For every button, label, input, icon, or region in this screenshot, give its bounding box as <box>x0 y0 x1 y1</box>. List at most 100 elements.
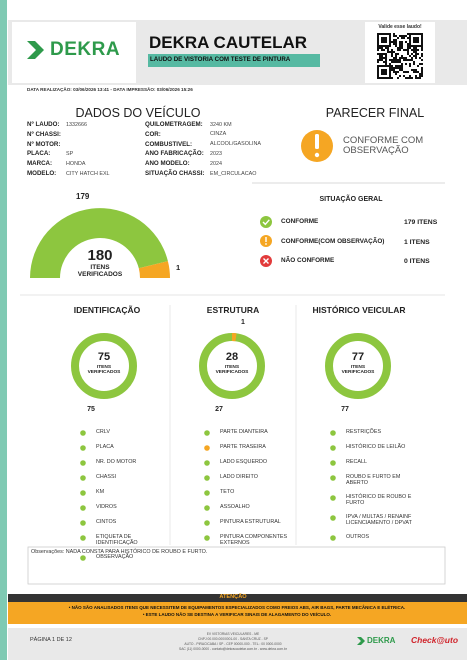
attention-title: ATENÇÃO <box>219 594 247 600</box>
donut-top: 1 <box>241 319 245 326</box>
field-label: Nº CHASSI: <box>27 130 61 138</box>
qr-module <box>421 49 423 51</box>
side-stripe <box>0 0 7 660</box>
qr-finder <box>413 37 419 43</box>
section-title: DADOS DO VEÍCULO <box>75 106 201 120</box>
address-line: EV VISTORIAS VEICULARES - ME <box>206 632 260 636</box>
donut-total: 77 <box>351 351 365 363</box>
warning-icon-bar <box>315 134 319 149</box>
status-dot <box>80 490 86 496</box>
qr-module <box>421 67 423 69</box>
qr-module <box>403 71 405 73</box>
qr-module <box>395 67 397 69</box>
verdict-text: CONFORME COM OBSERVAÇÃO <box>343 135 424 156</box>
summary-count: 0 ITENS <box>404 258 430 265</box>
qr-module <box>387 51 389 53</box>
qr-module <box>397 37 399 39</box>
summary-count: 179 ITENS <box>404 219 438 226</box>
field-value: EM_CIRCULACAO <box>210 170 257 177</box>
obs-dot <box>265 243 267 245</box>
qr-module <box>415 49 417 51</box>
donut <box>71 333 137 399</box>
donut-caption: ITENS VERIFICADOS <box>341 365 375 376</box>
qr-module <box>397 49 399 51</box>
qr-module <box>385 57 387 59</box>
qr-module <box>407 33 409 35</box>
qr-module <box>401 45 403 47</box>
qr-module <box>413 69 415 71</box>
item-label: LADO ESQUERDO <box>220 459 268 465</box>
qr-code <box>377 33 423 79</box>
qr-module <box>417 53 419 55</box>
logo-mark <box>27 41 44 59</box>
status-dot <box>204 535 210 541</box>
field-label: SITUAÇÃO CHASSI: <box>145 170 205 177</box>
qr-module <box>411 59 413 61</box>
qr-module <box>407 51 409 53</box>
donut-total: 75 <box>97 351 111 363</box>
status-dot <box>330 445 336 451</box>
gauge-ok <box>30 208 168 278</box>
qr-finder <box>377 33 391 47</box>
qr-module <box>411 49 413 51</box>
qr-module <box>399 61 401 63</box>
item-label: IPVA / MULTAS / RENAINF LICENCIAMENTO / … <box>346 514 412 526</box>
field-label: QUILOMETRAGEM: <box>145 121 203 128</box>
donut <box>325 333 391 399</box>
status-dot <box>80 430 86 436</box>
qr-module <box>387 49 389 51</box>
qr-module <box>407 49 409 51</box>
qr-module <box>413 63 415 65</box>
qr-module <box>409 47 411 49</box>
status-dot <box>80 460 86 466</box>
footer-logo-mark <box>357 637 365 645</box>
qr-module <box>399 57 401 59</box>
qr-module <box>417 65 419 67</box>
qr-module <box>391 51 393 53</box>
donut-bottom: 75 <box>87 406 95 413</box>
section-title: HISTÓRICO VEICULAR <box>312 305 406 315</box>
qr-module <box>399 41 401 43</box>
donut-bottom: 77 <box>341 406 349 413</box>
field-value: 3240 KM <box>210 121 232 128</box>
section-title: ESTRUTURA <box>206 305 260 315</box>
qr-module <box>395 59 397 61</box>
qr-module <box>383 49 385 51</box>
qr-module <box>409 55 411 57</box>
qr-module <box>405 35 407 37</box>
item-label: PINTURA COMPONENTES EXTERNOS <box>220 534 288 546</box>
gauge-obs-count: 1 <box>176 263 181 272</box>
qr-module <box>409 59 411 61</box>
qr-module <box>407 59 409 61</box>
field-label: MODELO: <box>27 170 57 177</box>
qr-module <box>397 53 399 55</box>
qr-module <box>407 37 409 39</box>
item-label: PLACA <box>96 444 114 450</box>
qr-module <box>397 47 399 49</box>
qr-module <box>377 53 379 55</box>
qr-module <box>395 43 397 45</box>
subtitle: LAUDO DE VISTORIA COM TESTE DE PINTURA <box>150 56 291 63</box>
qr-module <box>403 35 405 37</box>
attention-line: • NÃO SÃO ANALISADOS ITENS QUE NECESSITE… <box>68 605 406 610</box>
item-label: OBSERVAÇÃO <box>96 554 134 560</box>
qr-module <box>399 47 401 49</box>
qr-module <box>421 59 423 61</box>
qr-module <box>393 69 395 71</box>
qr-module <box>403 37 405 39</box>
qr-module <box>391 53 393 55</box>
gauge-caption: ITENS VERIFICADOS <box>77 264 123 278</box>
qr-module <box>415 47 417 49</box>
qr-module <box>409 63 411 65</box>
qr-module <box>391 65 393 67</box>
item-label: PINTURA ESTRUTURAL <box>220 519 281 525</box>
qr-module <box>395 53 397 55</box>
qr-module <box>395 39 397 41</box>
qr-module <box>421 69 423 71</box>
donut-caption: ITENS VERIFICADOS <box>215 365 249 376</box>
status-dot <box>80 520 86 526</box>
qr-module <box>405 77 407 79</box>
